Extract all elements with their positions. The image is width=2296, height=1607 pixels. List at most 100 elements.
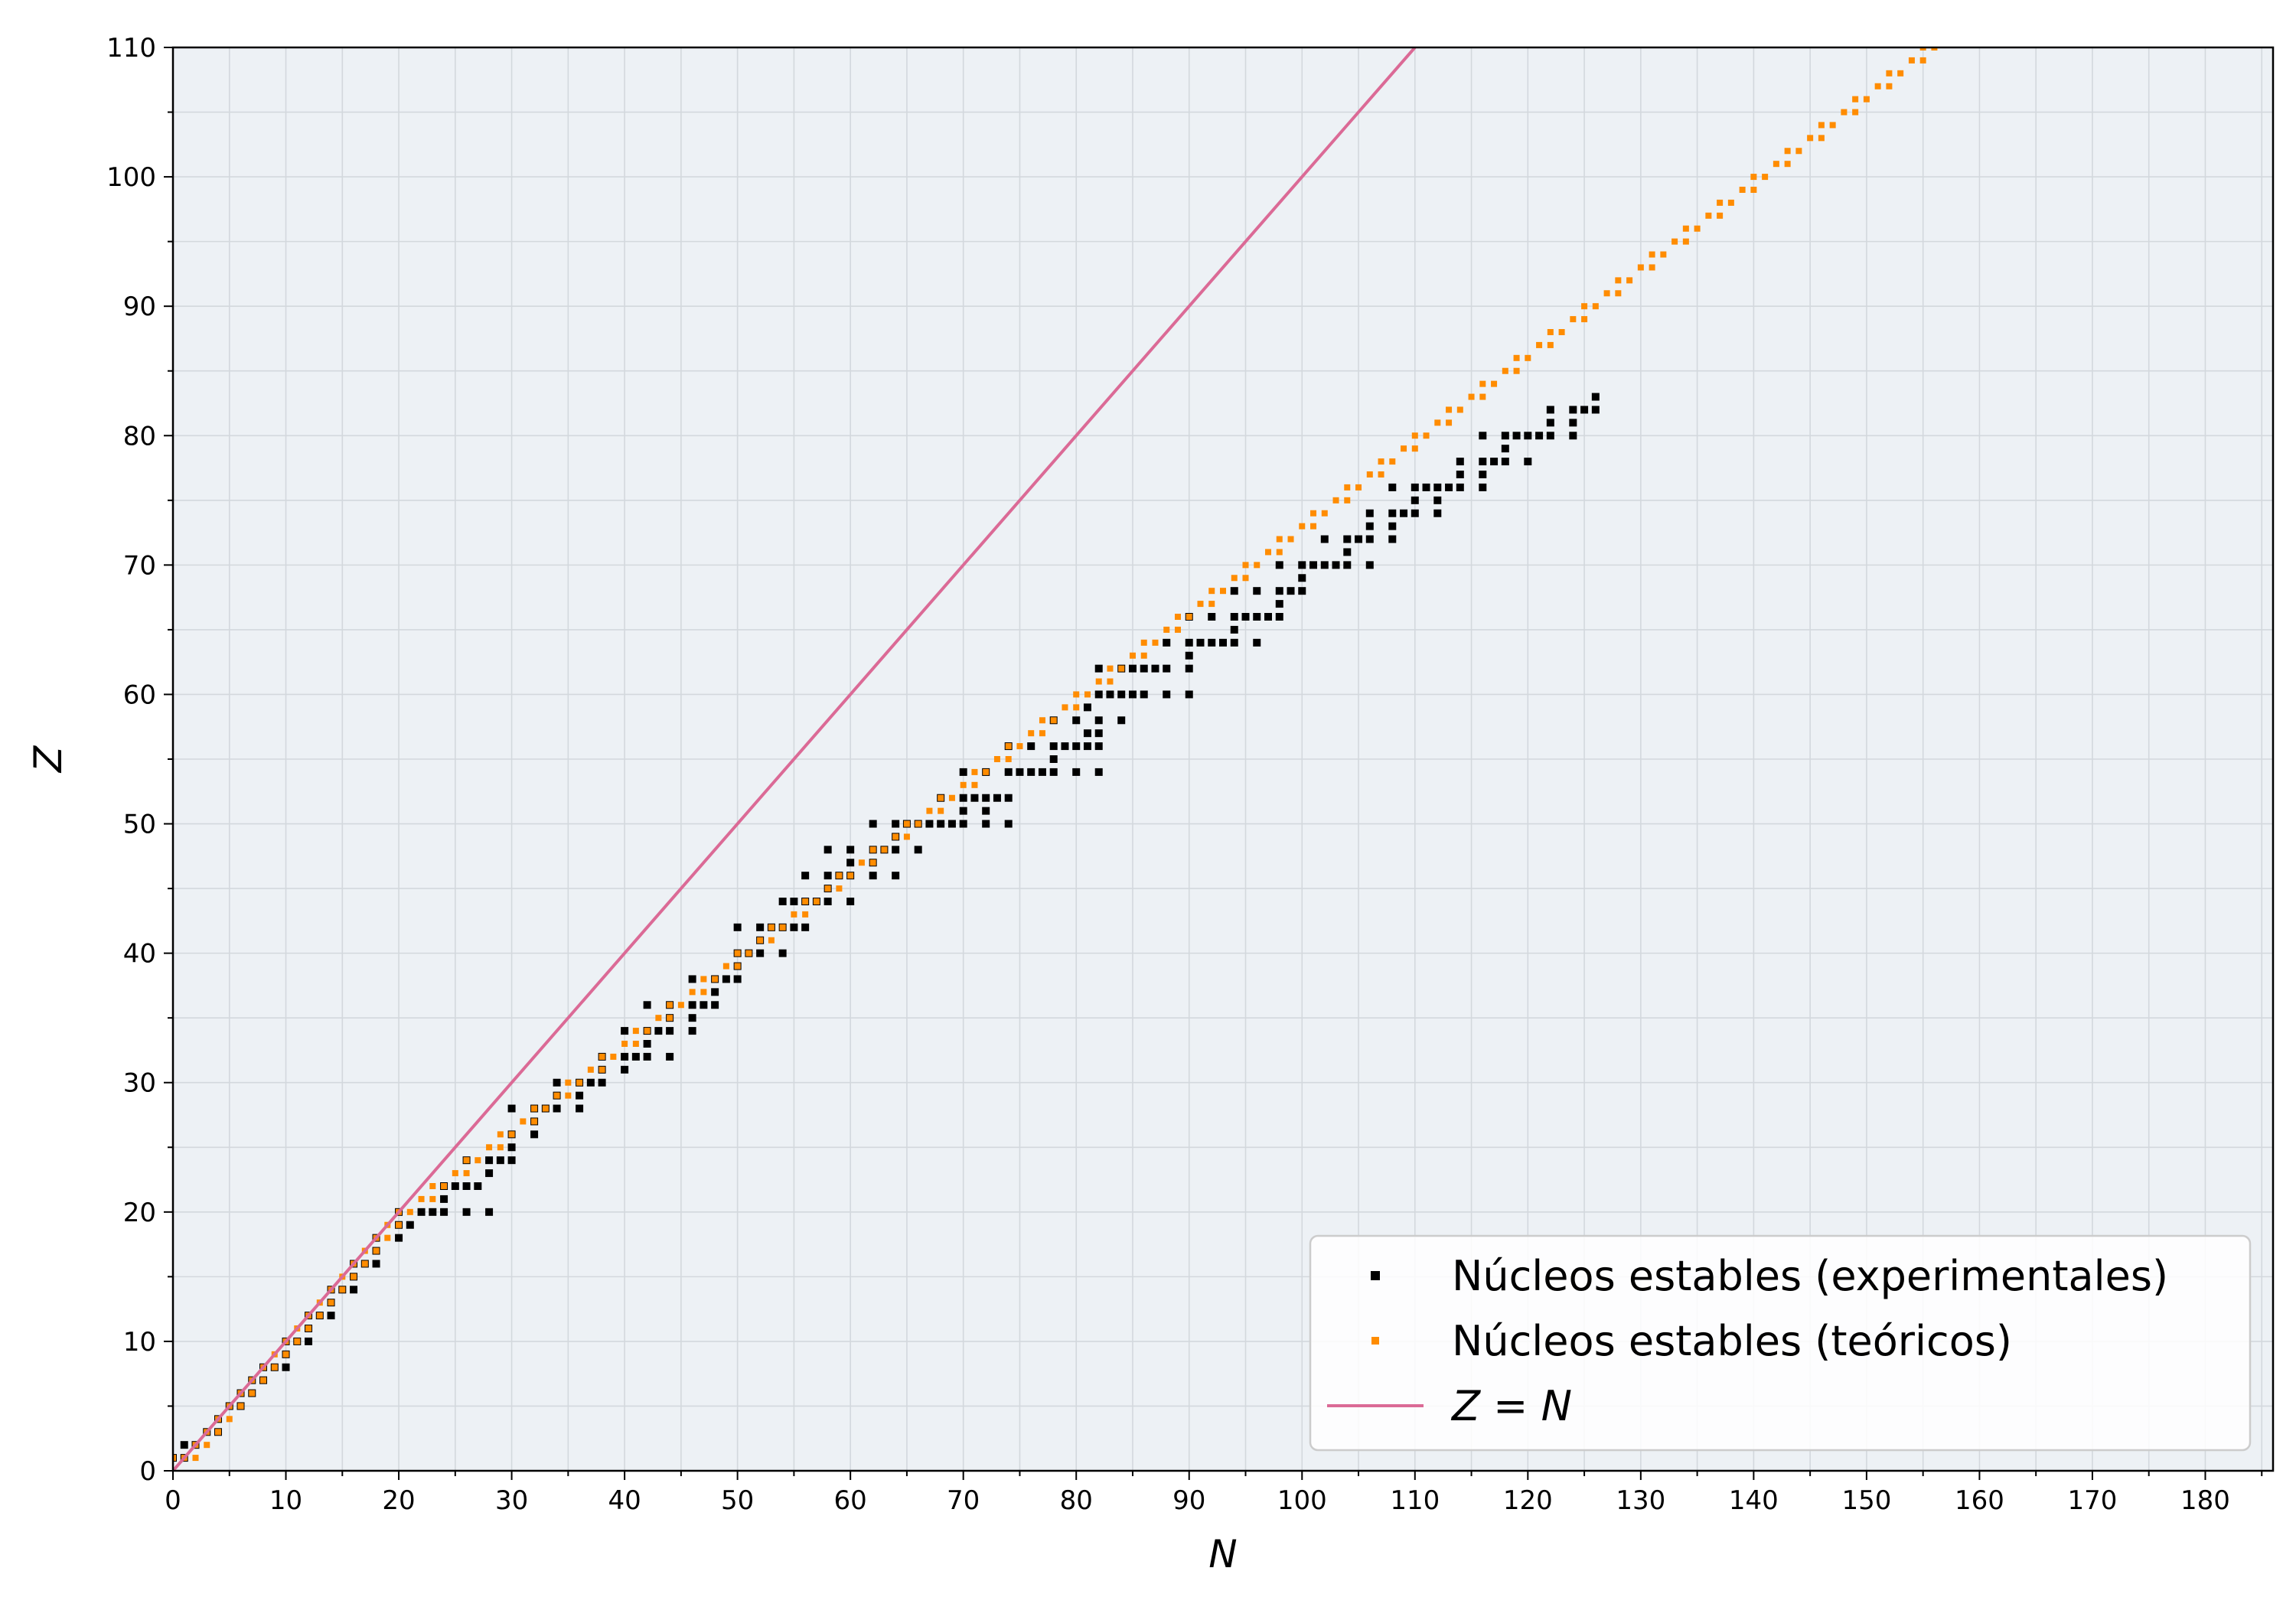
theoretical-point: [971, 768, 978, 775]
experimental-point: [1388, 522, 1397, 530]
experimental-point: [1479, 458, 1487, 466]
theoretical-point: [1829, 122, 1836, 129]
experimental-point: [1219, 638, 1227, 647]
theoretical-point: [1750, 174, 1757, 181]
theoretical-point: [553, 1092, 560, 1099]
theoretical-point: [1344, 497, 1351, 504]
experimental-point: [507, 1156, 516, 1165]
experimental-point: [1422, 483, 1430, 491]
y-tick-label: 40: [123, 939, 156, 970]
theoretical-point: [938, 794, 944, 801]
experimental-point: [1094, 664, 1103, 673]
y-tick-label: 30: [123, 1068, 156, 1099]
experimental-point: [485, 1208, 494, 1216]
theoretical-point: [565, 1092, 572, 1099]
experimental-point: [1094, 729, 1103, 738]
theoretical-point: [1581, 303, 1588, 310]
theoretical-point: [565, 1079, 572, 1086]
theoretical-point: [1378, 471, 1384, 478]
experimental-point: [1253, 613, 1261, 621]
experimental-point: [1208, 613, 1216, 621]
theoretical-point: [1818, 135, 1825, 142]
theoretical-point: [1795, 148, 1802, 155]
y-tick-label: 20: [123, 1198, 156, 1228]
theoretical-point: [282, 1351, 289, 1358]
x-tick-label: 20: [382, 1485, 415, 1516]
experimental-point: [1185, 690, 1193, 699]
theoretical-point: [1220, 588, 1226, 595]
experimental-point: [1275, 587, 1283, 595]
theoretical-point: [1344, 484, 1351, 491]
theoretical-point: [305, 1325, 312, 1332]
experimental-point: [892, 846, 900, 854]
theoretical-point: [1784, 161, 1791, 168]
theoretical-point: [1468, 393, 1475, 400]
experimental-point: [993, 794, 1001, 802]
theoretical-point: [971, 781, 978, 788]
experimental-point: [846, 846, 855, 854]
experimental-point: [1208, 638, 1216, 647]
experimental-point: [1185, 638, 1193, 647]
theoretical-point: [598, 1066, 605, 1073]
theoretical-point: [836, 885, 843, 892]
theoretical-point: [486, 1144, 493, 1151]
theoretical-point: [824, 885, 831, 892]
theoretical-point: [1479, 380, 1486, 387]
theoretical-point: [1163, 626, 1170, 633]
theoretical-point: [667, 1015, 673, 1022]
theoretical-point: [531, 1118, 538, 1125]
theoretical-point: [226, 1416, 233, 1423]
experimental-point: [621, 1065, 629, 1074]
experimental-point: [1343, 561, 1352, 569]
experimental-point: [1411, 509, 1419, 517]
x-tick-label: 180: [2180, 1485, 2230, 1516]
theoretical-point: [1434, 419, 1441, 426]
theoretical-point: [757, 937, 764, 944]
theoretical-point: [1886, 83, 1893, 90]
experimental-point: [576, 1091, 584, 1100]
experimental-point: [1388, 509, 1397, 517]
theoretical-point: [1739, 187, 1746, 193]
experimental-point: [790, 923, 798, 931]
experimental-point: [846, 859, 855, 867]
theoretical-point: [192, 1455, 199, 1462]
experimental-point: [1049, 755, 1058, 763]
experimental-point: [1072, 716, 1081, 725]
theoretical-point: [1570, 316, 1577, 323]
theoretical-point: [1682, 238, 1689, 245]
experimental-point: [643, 1052, 651, 1061]
experimental-point: [1512, 432, 1521, 440]
theoretical-point: [1197, 601, 1204, 608]
experimental-point: [372, 1260, 380, 1268]
theoretical-point: [249, 1390, 256, 1397]
theoretical-point: [1547, 341, 1554, 348]
experimental-point: [530, 1130, 539, 1139]
x-tick-label: 140: [1729, 1485, 1779, 1516]
theoretical-point: [779, 924, 786, 931]
y-tick-label: 110: [106, 33, 156, 64]
experimental-point: [1117, 716, 1126, 725]
experimental-point: [1546, 432, 1554, 440]
experimental-point: [1185, 651, 1193, 660]
theoretical-point: [1276, 536, 1283, 543]
y-tick-label: 90: [123, 292, 156, 322]
theoretical-point: [903, 820, 910, 827]
experimental-point: [1524, 432, 1532, 440]
theoretical-point: [993, 756, 1000, 762]
theoretical-point: [1886, 70, 1893, 77]
experimental-point: [1309, 561, 1318, 569]
experimental-point: [462, 1182, 471, 1190]
theoretical-point: [926, 807, 933, 814]
theoretical-point: [1118, 665, 1125, 672]
legend: Núcleos estables (experimentales) Núcleo…: [1309, 1234, 2252, 1452]
experimental-point: [1580, 406, 1589, 414]
theoretical-point: [1513, 367, 1520, 374]
theoretical-point: [1694, 225, 1701, 232]
theoretical-point: [1050, 717, 1057, 724]
theoretical-point: [1592, 303, 1599, 310]
theoretical-point: [632, 1028, 639, 1035]
experimental-point: [1004, 820, 1013, 828]
experimental-point: [823, 846, 832, 854]
axis-ticks: 0 10 20 30 40 50 60 70 80 90 100 110 120 130 140 150 160…: [106, 33, 2263, 1516]
legend-label-theoretical: Núcleos estables (teóricos): [1452, 1317, 2012, 1365]
